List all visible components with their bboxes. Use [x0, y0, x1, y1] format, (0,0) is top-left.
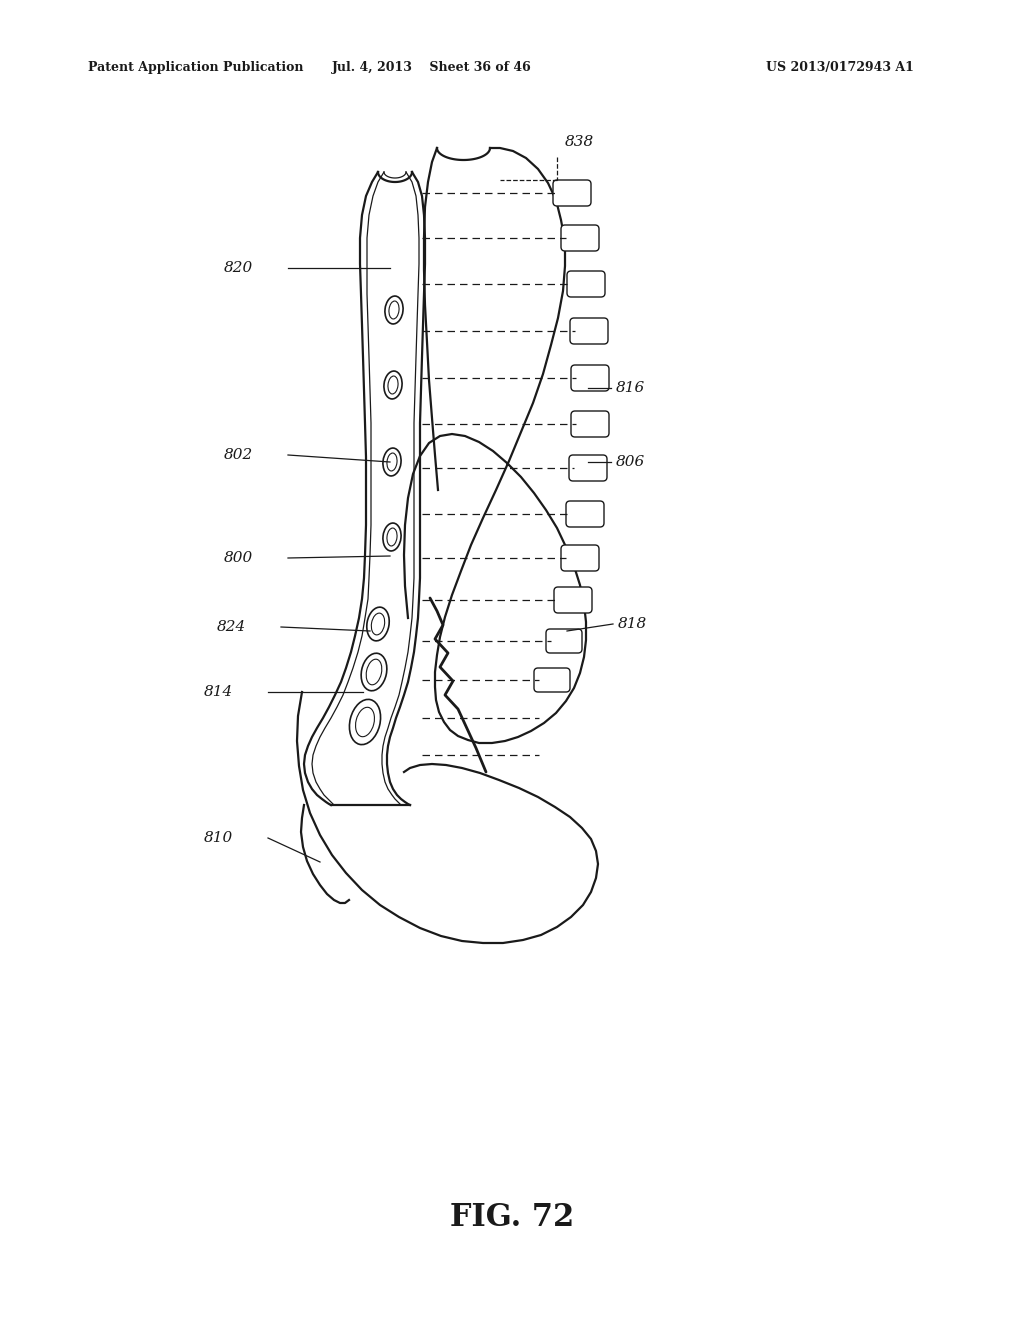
FancyBboxPatch shape — [561, 224, 599, 251]
FancyBboxPatch shape — [571, 411, 609, 437]
FancyBboxPatch shape — [546, 630, 582, 653]
Text: 824: 824 — [217, 620, 246, 634]
Text: 802: 802 — [224, 447, 253, 462]
Text: FIG. 72: FIG. 72 — [450, 1203, 574, 1233]
Text: 820: 820 — [224, 261, 253, 275]
FancyBboxPatch shape — [554, 587, 592, 612]
Ellipse shape — [367, 607, 389, 640]
FancyBboxPatch shape — [553, 180, 591, 206]
Text: 806: 806 — [616, 455, 645, 469]
Text: Jul. 4, 2013    Sheet 36 of 46: Jul. 4, 2013 Sheet 36 of 46 — [332, 62, 531, 74]
Ellipse shape — [367, 659, 382, 685]
Ellipse shape — [384, 371, 402, 399]
FancyBboxPatch shape — [570, 318, 608, 345]
FancyBboxPatch shape — [561, 545, 599, 572]
Ellipse shape — [385, 296, 403, 323]
Text: US 2013/0172943 A1: US 2013/0172943 A1 — [766, 62, 914, 74]
Ellipse shape — [372, 612, 385, 635]
FancyBboxPatch shape — [569, 455, 607, 480]
Ellipse shape — [361, 653, 387, 690]
FancyBboxPatch shape — [567, 271, 605, 297]
Ellipse shape — [355, 708, 375, 737]
Text: 814: 814 — [204, 685, 233, 700]
Ellipse shape — [389, 301, 399, 319]
FancyBboxPatch shape — [534, 668, 570, 692]
Text: 838: 838 — [565, 135, 594, 149]
Text: 818: 818 — [618, 616, 647, 631]
Text: 810: 810 — [204, 832, 233, 845]
Text: Patent Application Publication: Patent Application Publication — [88, 62, 303, 74]
Ellipse shape — [388, 376, 398, 393]
Text: 816: 816 — [616, 381, 645, 395]
Ellipse shape — [383, 447, 401, 477]
Text: 800: 800 — [224, 550, 253, 565]
FancyBboxPatch shape — [566, 502, 604, 527]
FancyBboxPatch shape — [571, 366, 609, 391]
Ellipse shape — [383, 523, 401, 550]
Ellipse shape — [387, 528, 397, 546]
Ellipse shape — [387, 453, 397, 471]
Ellipse shape — [349, 700, 381, 744]
